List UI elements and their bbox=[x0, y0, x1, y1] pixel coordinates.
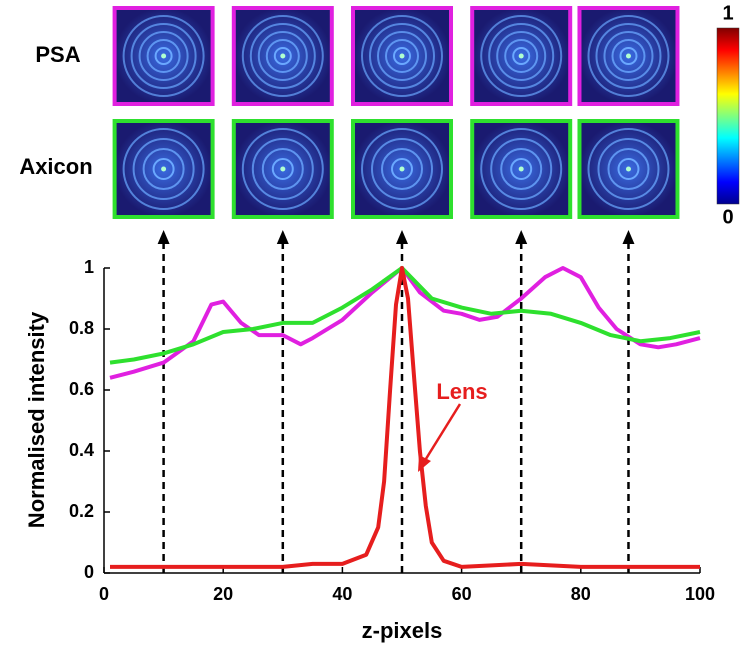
thumbnail bbox=[115, 8, 213, 104]
thumbnail bbox=[353, 8, 451, 104]
thumbnail-center bbox=[519, 167, 524, 172]
thumbnail bbox=[234, 8, 332, 104]
thumbnail-center bbox=[519, 54, 524, 59]
thumbnail-center bbox=[400, 167, 405, 172]
thumbnail bbox=[579, 8, 677, 104]
thumbnail bbox=[234, 121, 332, 217]
x-tick-label: 60 bbox=[452, 584, 472, 604]
arrowhead bbox=[622, 230, 634, 244]
y-tick-label: 0.6 bbox=[69, 379, 94, 399]
thumbnail-center bbox=[161, 167, 166, 172]
colorbar bbox=[717, 28, 739, 204]
annotation-arrow bbox=[424, 404, 460, 462]
colorbar-tick-label: 1 bbox=[722, 2, 733, 24]
thumbnail bbox=[472, 121, 570, 217]
x-tick-label: 0 bbox=[99, 584, 109, 604]
x-tick-label: 20 bbox=[213, 584, 233, 604]
arrowhead bbox=[396, 230, 408, 244]
thumbnail bbox=[579, 121, 677, 217]
thumbnail-center bbox=[280, 167, 285, 172]
x-tick-label: 40 bbox=[332, 584, 352, 604]
row-label: Axicon bbox=[19, 154, 92, 179]
y-tick-label: 0.4 bbox=[69, 440, 94, 460]
y-tick-label: 0.8 bbox=[69, 318, 94, 338]
thumbnail bbox=[353, 121, 451, 217]
colorbar-tick-label: 0 bbox=[722, 206, 733, 228]
arrowhead bbox=[277, 230, 289, 244]
thumbnail-center bbox=[280, 54, 285, 59]
y-tick-label: 1 bbox=[84, 257, 94, 277]
row-label: PSA bbox=[35, 42, 80, 67]
thumbnail-center bbox=[626, 54, 631, 59]
thumbnail-center bbox=[161, 54, 166, 59]
y-axis-label: Normalised intensity bbox=[24, 311, 49, 528]
x-axis-label: z-pixels bbox=[362, 618, 443, 643]
y-tick-label: 0 bbox=[84, 562, 94, 582]
y-tick-label: 0.2 bbox=[69, 501, 94, 521]
thumbnail-center bbox=[626, 167, 631, 172]
lens-label: Lens bbox=[436, 379, 487, 404]
series-line bbox=[110, 268, 700, 567]
arrowhead bbox=[158, 230, 170, 244]
thumbnail-center bbox=[400, 54, 405, 59]
figure: PSA Axicon Lens z-pixels Normalised inte… bbox=[0, 0, 747, 649]
x-tick-label: 80 bbox=[571, 584, 591, 604]
thumbnail bbox=[115, 121, 213, 217]
thumbnail bbox=[472, 8, 570, 104]
x-tick-label: 100 bbox=[685, 584, 715, 604]
arrowhead bbox=[515, 230, 527, 244]
